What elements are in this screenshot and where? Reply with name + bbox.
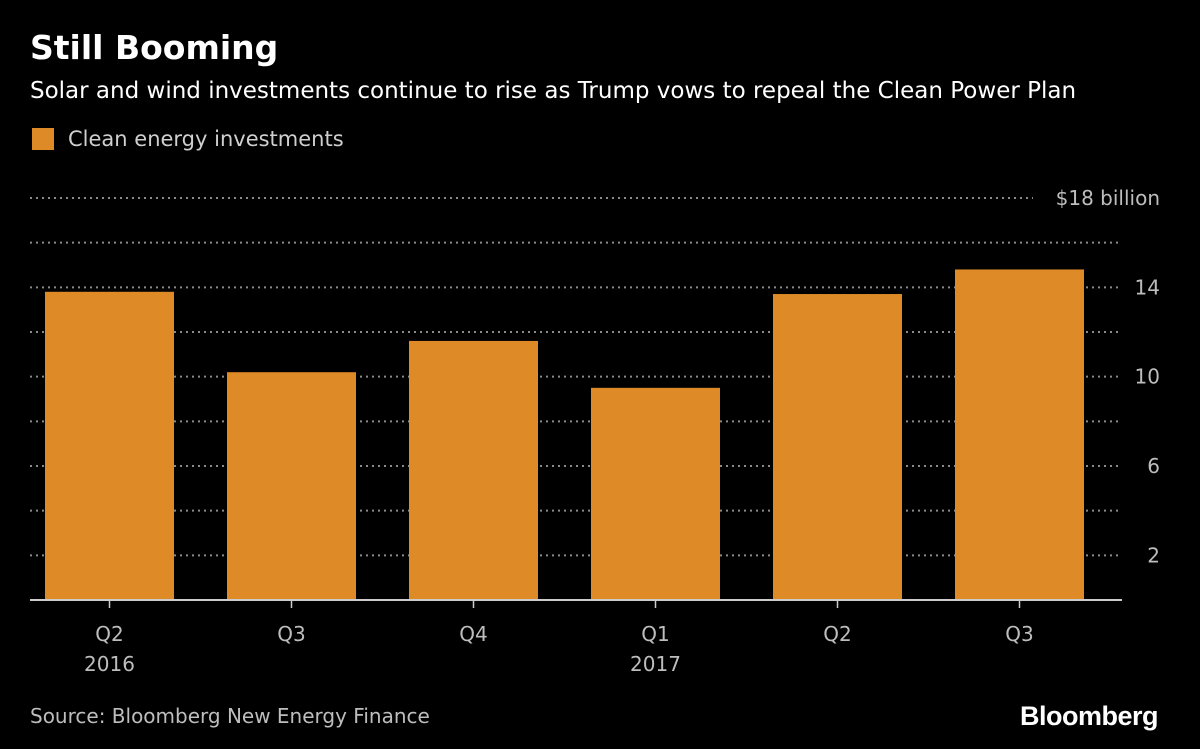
bars xyxy=(45,269,1084,600)
chart-title: Still Booming xyxy=(30,28,279,67)
y-tick-label: 10 xyxy=(1135,365,1160,389)
y-tick-label: 14 xyxy=(1135,275,1160,299)
bar xyxy=(409,340,538,600)
source-note: Source: Bloomberg New Energy Finance xyxy=(30,704,430,728)
x-tick-label: Q2 xyxy=(95,622,123,646)
y-tick-label: 6 xyxy=(1147,454,1160,478)
x-tick-label: Q4 xyxy=(459,622,487,646)
x-year-label: 2016 xyxy=(84,652,135,676)
chart-subtitle: Solar and wind investments continue to r… xyxy=(30,78,1077,104)
bar xyxy=(955,269,1084,600)
bar xyxy=(227,372,356,600)
bar xyxy=(45,291,174,600)
y-tick-label: 2 xyxy=(1147,543,1160,567)
gridlines xyxy=(30,197,1122,557)
legend-swatch xyxy=(32,128,54,150)
x-tick-label: Q2 xyxy=(823,622,851,646)
x-tick-label: Q3 xyxy=(277,622,305,646)
legend: Clean energy investments xyxy=(32,127,344,151)
legend-label: Clean energy investments xyxy=(68,127,344,151)
x-year-label: 2017 xyxy=(630,652,681,676)
x-tick-label: Q3 xyxy=(1005,622,1033,646)
x-tick-label: Q1 xyxy=(641,622,669,646)
tick-labels: 2 6 10 14 $18 billion Q2 2016 Q3 Q4 Q1 2017 Q2 Q3 xyxy=(84,186,1160,676)
y-tick-label: $18 billion xyxy=(1056,186,1160,210)
bar xyxy=(773,294,902,600)
bloomberg-logo: Bloomberg xyxy=(1019,701,1159,731)
bar xyxy=(591,387,720,600)
axes xyxy=(30,599,1122,608)
